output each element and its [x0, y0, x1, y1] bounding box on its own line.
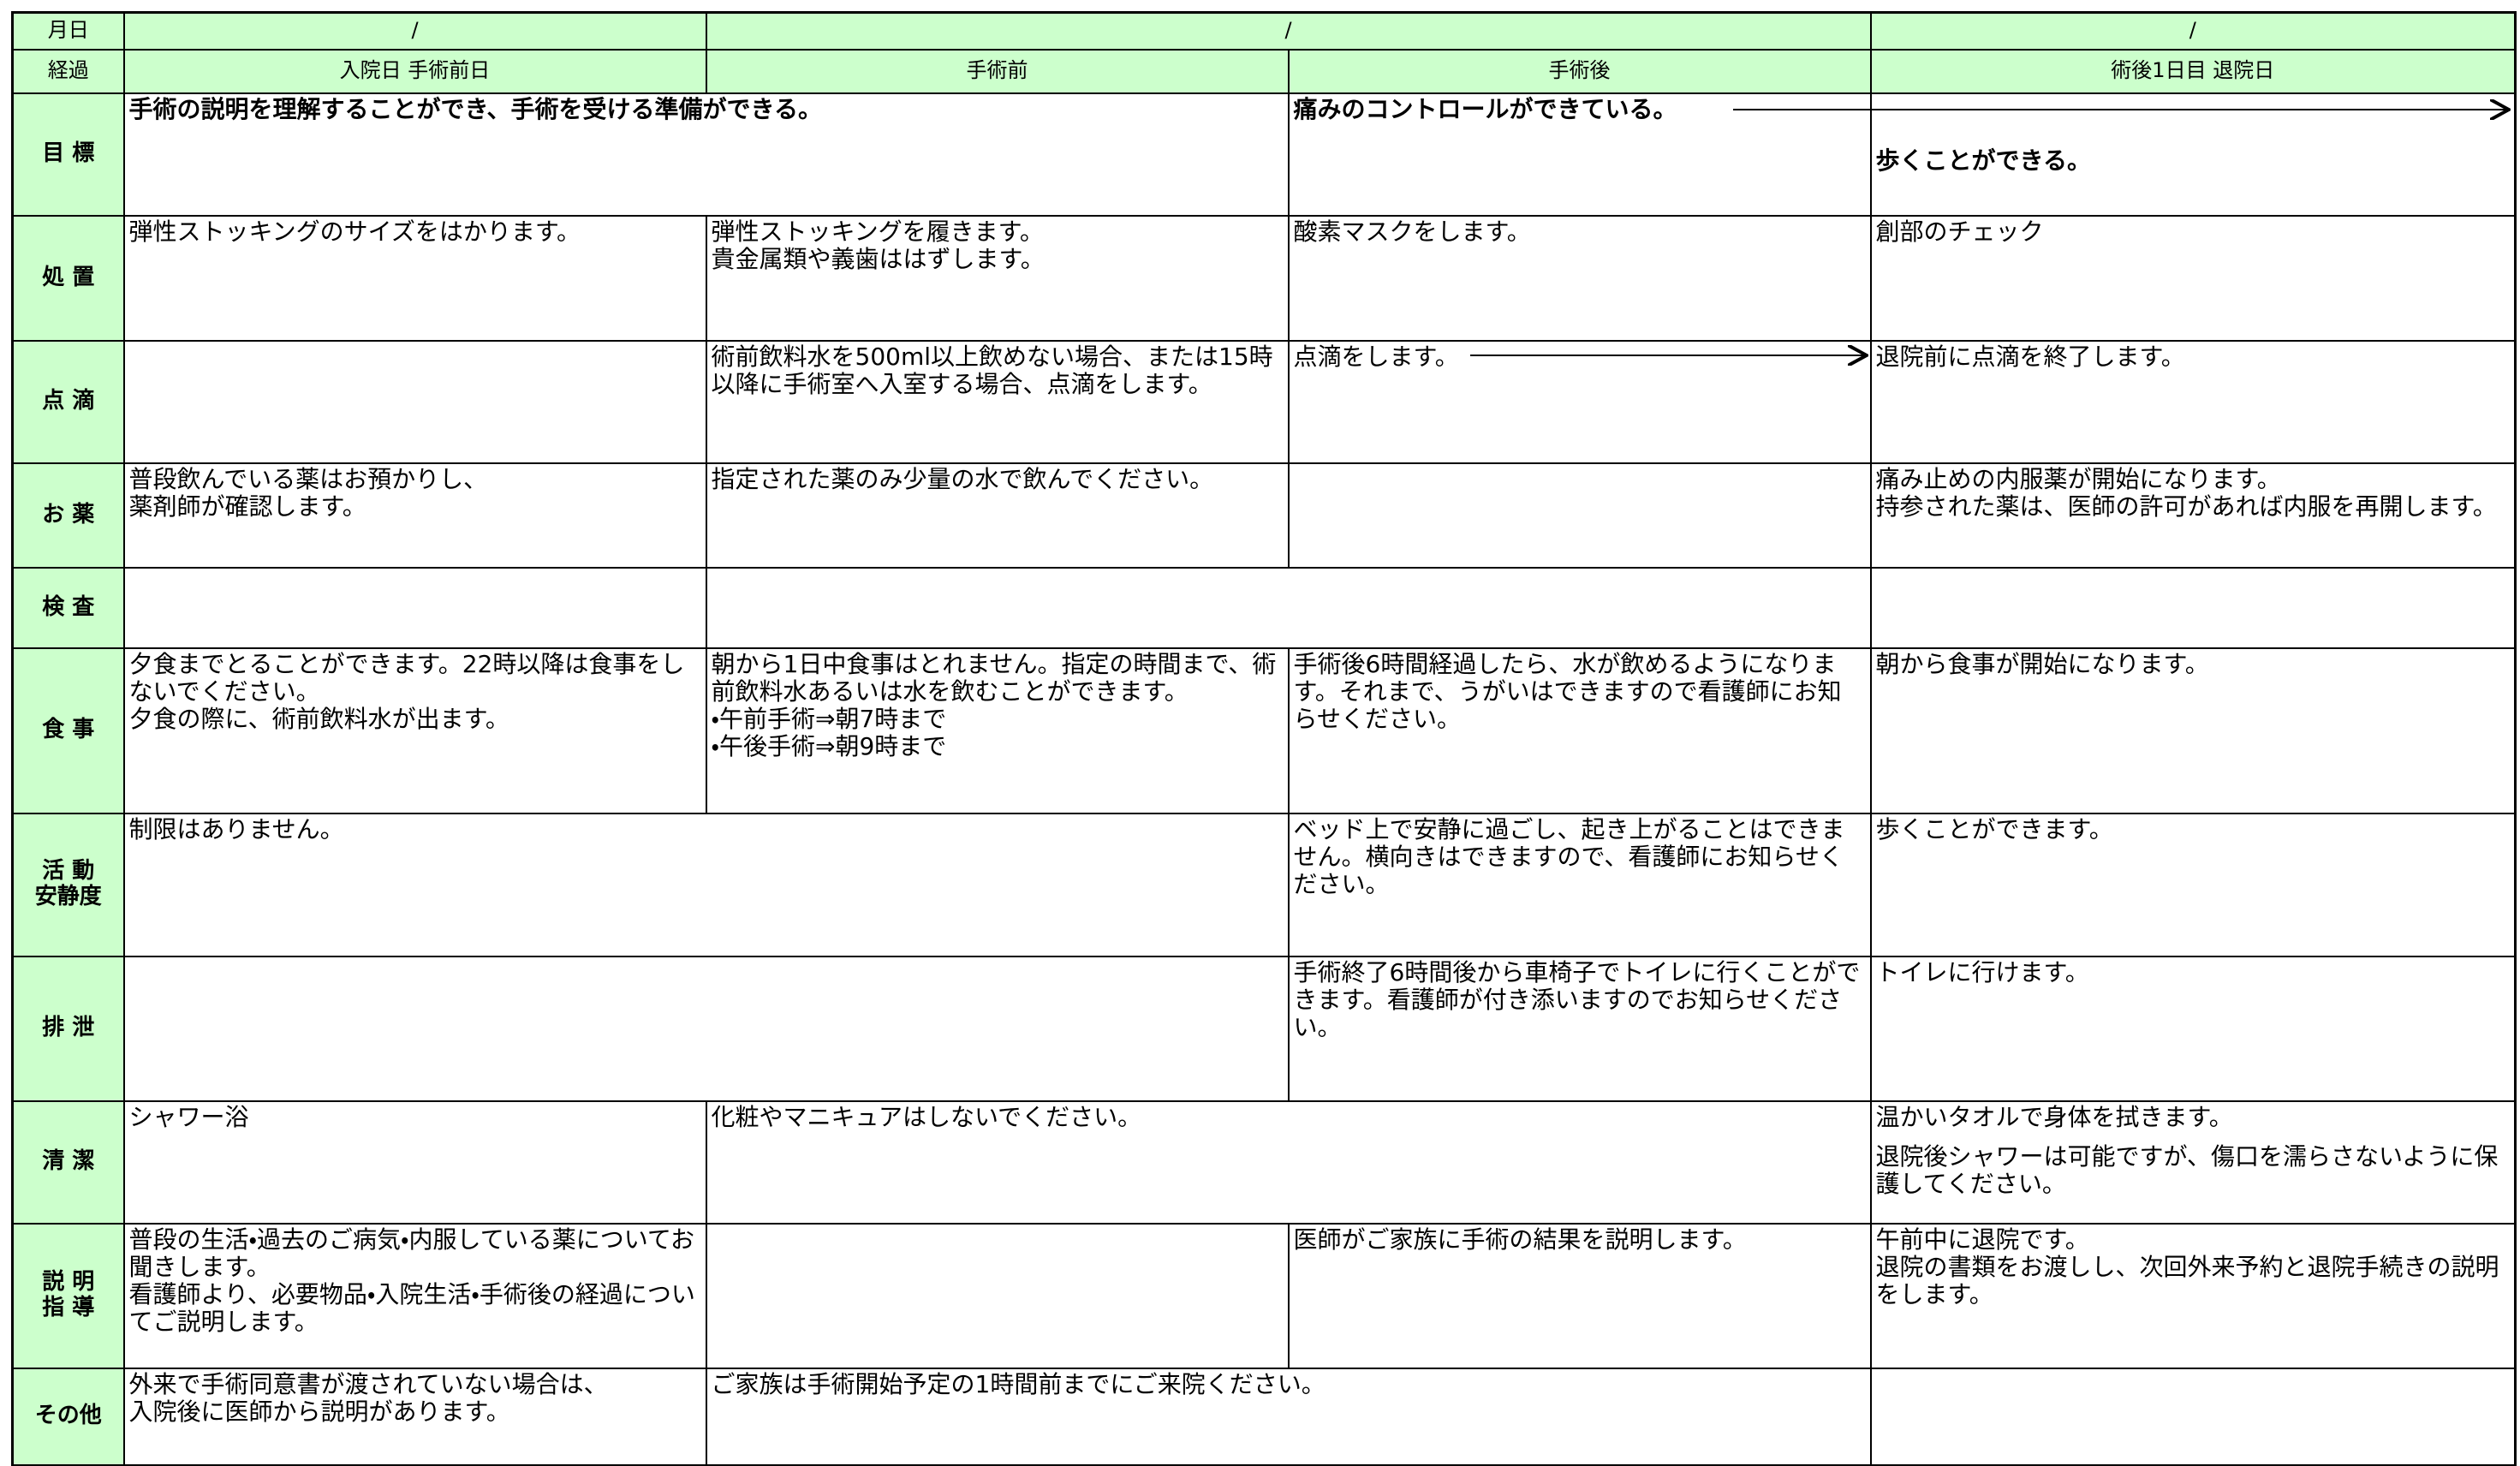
cell: 手術後6時間経過したら、水が飲めるようになります。それまで、うがいはできますので… — [1287, 647, 1872, 814]
phase-cell: 手術後 — [1287, 48, 1872, 94]
row-label: 清 潔 — [11, 1100, 125, 1225]
date-row: 月日 / / / — [11, 11, 2517, 51]
cell — [122, 955, 1290, 1102]
cell: ベッド上で安静に過ごし、起き上がることはできません。横向きはできますので、看護師… — [1287, 812, 1872, 957]
cell: 医師がご家族に手術の結果を説明します。 — [1287, 1222, 1872, 1369]
clinical-pathway-table: 月日 / / / 経過 入院日 手術前日 手術前 手術後 術後1日目 退院日 目… — [11, 11, 2517, 1466]
row: その他 外来で手術同意書が渡されていない場合は、 入院後に医師から説明があります… — [11, 1367, 2517, 1466]
cell: シャワー浴 — [122, 1100, 707, 1225]
cell — [705, 1222, 1290, 1369]
cell-text: 温かいタオルで身体を拭きます。 — [1875, 1102, 2233, 1131]
row: 活 動 安静度 制限はありません。 ベッド上で安静に過ごし、起き上がることはでき… — [11, 812, 2517, 957]
cell-text: 退院後シャワーは可能ですが、傷口を濡らさないように保護してください。 — [1875, 1141, 2499, 1198]
cell — [1287, 462, 1872, 569]
row-label: 検 査 — [11, 566, 125, 649]
date-cell: / — [122, 11, 707, 51]
cell: 手術の説明を理解することができ、手術を受ける準備ができる。 — [122, 92, 1290, 217]
cell: トイレに行けます。 — [1869, 955, 2517, 1102]
row-label: 活 動 安静度 — [11, 812, 125, 957]
cell — [1869, 1367, 2517, 1466]
phase-cell: 手術前 — [705, 48, 1290, 94]
cell: 朝から食事が開始になります。 — [1869, 647, 2517, 814]
row-label: お 薬 — [11, 462, 125, 569]
row-label: 説 明 指 導 — [11, 1222, 125, 1369]
row-label: 点 滴 — [11, 339, 125, 464]
cell: 温かいタオルで身体を拭きます。退院後シャワーは可能ですが、傷口を濡らさないように… — [1869, 1100, 2517, 1225]
date-cell: / — [1869, 11, 2517, 51]
cell: 術前飲料水を500ml以上飲めない場合、または15時以降に手術室へ入室する場合、… — [705, 339, 1290, 464]
cell: 痛み止めの内服薬が開始になります。 持参された薬は、医師の許可があれば内服を再開… — [1869, 462, 2517, 569]
row: 処 置 弾性ストッキングのサイズをはかります。 弾性ストッキングを履きます。 貴… — [11, 214, 2517, 342]
cell: 退院前に点滴を終了します。 — [1869, 339, 2517, 464]
cell: 歩くことができます。 — [1869, 812, 2517, 957]
cell: 歩くことができる。 — [1869, 92, 2517, 217]
row: お 薬 普段飲んでいる薬はお預かりし、 薬剤師が確認します。 指定された薬のみ少… — [11, 462, 2517, 569]
cell — [705, 566, 1872, 649]
row-label: 処 置 — [11, 214, 125, 342]
cell: 化粧やマニキュアはしないでください。 — [705, 1100, 1872, 1225]
cell: 普段の生活・過去のご病気・内服している薬についてお聞きします。 看護師より、必要… — [122, 1222, 707, 1369]
date-cell: / — [705, 11, 1872, 51]
cell: 痛みのコントロールができている。 — [1287, 92, 1872, 217]
cell — [122, 339, 707, 464]
row-label: 食 事 — [11, 647, 125, 814]
cell: 外来で手術同意書が渡されていない場合は、 入院後に医師から説明があります。 — [122, 1367, 707, 1466]
row: 検 査 — [11, 566, 2517, 649]
cell: 普段飲んでいる薬はお預かりし、 薬剤師が確認します。 — [122, 462, 707, 569]
row: 点 滴 術前飲料水を500ml以上飲めない場合、または15時以降に手術室へ入室す… — [11, 339, 2517, 464]
phase-row: 経過 入院日 手術前日 手術前 手術後 術後1日目 退院日 — [11, 48, 2517, 94]
phase-cell: 入院日 手術前日 — [122, 48, 707, 94]
cell: 朝から1日中食事はとれません。指定の時間まで、術前飲料水あるいは水を飲むことがで… — [705, 647, 1290, 814]
cell: 点滴をします。 — [1287, 339, 1872, 464]
row-label: 目 標 — [11, 92, 125, 217]
cell: 弾性ストッキングのサイズをはかります。 — [122, 214, 707, 342]
row: 排 泄 手術終了6時間後から車椅子でトイレに行くことができます。看護師が付き添い… — [11, 955, 2517, 1102]
row-label: その他 — [11, 1367, 125, 1466]
cell — [122, 566, 707, 649]
cell: 弾性ストッキングを履きます。 貴金属類や義歯ははずします。 — [705, 214, 1290, 342]
cell: 夕食までとることができます。22時以降は食事をしないでください。 夕食の際に、術… — [122, 647, 707, 814]
row-label: 排 泄 — [11, 955, 125, 1102]
row: 目 標 手術の説明を理解することができ、手術を受ける準備ができる。 痛みのコント… — [11, 92, 2517, 217]
cell: 創部のチェック — [1869, 214, 2517, 342]
cell: 午前中に退院です。 退院の書類をお渡しし、次回外来予約と退院手続きの説明をします… — [1869, 1222, 2517, 1369]
row: 説 明 指 導 普段の生活・過去のご病気・内服している薬についてお聞きします。 … — [11, 1222, 2517, 1369]
cell: 手術終了6時間後から車椅子でトイレに行くことができます。看護師が付き添いますので… — [1287, 955, 1872, 1102]
cell: ご家族は手術開始予定の1時間前までにご来院ください。 — [705, 1367, 1872, 1466]
cell — [1869, 566, 2517, 649]
row: 食 事 夕食までとることができます。22時以降は食事をしないでください。 夕食の… — [11, 647, 2517, 814]
cell: 制限はありません。 — [122, 812, 1290, 957]
phase-label: 経過 — [11, 48, 125, 94]
date-label: 月日 — [11, 11, 125, 51]
cell: 指定された薬のみ少量の水で飲んでください。 — [705, 462, 1290, 569]
row: 清 潔 シャワー浴 化粧やマニキュアはしないでください。 温かいタオルで身体を拭… — [11, 1100, 2517, 1225]
phase-cell: 術後1日目 退院日 — [1869, 48, 2517, 94]
cell: 酸素マスクをします。 — [1287, 214, 1872, 342]
